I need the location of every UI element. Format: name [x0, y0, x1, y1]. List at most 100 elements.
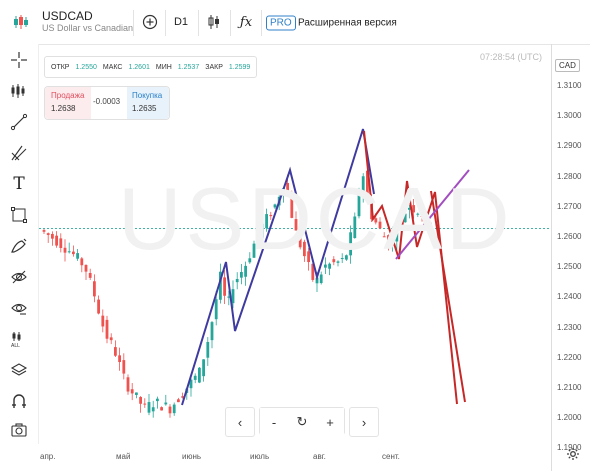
symbol-description: US Dollar vs Canadian [42, 23, 134, 33]
delete-all-icon[interactable]: ALL [9, 329, 29, 349]
candle-body [206, 341, 210, 358]
candle-body [366, 170, 369, 197]
candle-body [286, 182, 289, 193]
hide-drawings-icon[interactable] [9, 267, 29, 287]
candle-body [261, 223, 264, 238]
zoom-out-button[interactable]: - [260, 408, 288, 436]
candle-body [93, 281, 96, 297]
candle-body [429, 222, 432, 226]
function-icon[interactable]: ƒx [239, 14, 253, 30]
candle-body [55, 235, 58, 246]
text-icon[interactable]: T [13, 174, 25, 194]
high-value: 1.2601 [128, 63, 150, 71]
chart-watermark: USDCAD [118, 169, 514, 268]
projection-line-secondary [430, 190, 466, 403]
candle-body [269, 215, 273, 217]
ohlc-legend: ОТКР 1.2550 МАКС 1.2601 МИН 1.2537 ЗАКР 1.25… [44, 56, 258, 78]
candle-body [340, 258, 344, 260]
candle-body [336, 261, 340, 263]
open-value: 1.2550 [75, 63, 97, 71]
candle-body [408, 207, 411, 210]
candle-body [114, 347, 117, 356]
time-tick-label: июль [250, 452, 270, 461]
time-tick-label: май [116, 452, 131, 461]
extended-version-link[interactable]: Расширенная версия [298, 17, 397, 29]
price-tick-label: 1.2000 [557, 413, 582, 423]
candle-body [42, 230, 46, 232]
time-tick-label: сент. [382, 452, 400, 461]
price-chart[interactable] [39, 44, 551, 444]
price-tick-label: 1.2100 [557, 383, 582, 392]
chart-navigation: ‹ - ↻ + › [225, 407, 379, 437]
layers-icon[interactable] [9, 360, 29, 380]
settings-icon[interactable] [566, 447, 580, 466]
candle-body [130, 389, 134, 394]
candle-body [328, 263, 331, 269]
price-tick-label: 1.3000 [557, 111, 582, 121]
price-axis[interactable] [551, 44, 590, 471]
sell-button[interactable]: Продажа 1.2638 [45, 87, 91, 119]
reset-zoom-button[interactable]: ↻ [288, 408, 316, 436]
candle-body [248, 258, 252, 263]
visibility-icon[interactable] [9, 298, 29, 318]
candle-body [51, 233, 54, 239]
add-icon[interactable] [138, 0, 162, 44]
candle-body [193, 375, 197, 380]
candle-body [143, 403, 147, 405]
fib-icon[interactable] [9, 143, 29, 163]
currency-tag: CAD [555, 59, 580, 72]
time-tick-label: авг. [313, 452, 326, 461]
candle-body [294, 219, 298, 231]
screenshot-icon[interactable] [9, 420, 29, 440]
sell-label: Продажа [51, 91, 85, 100]
price-tick-label: 1.2300 [557, 322, 582, 332]
symbol-name[interactable]: USDCAD [42, 9, 93, 23]
candle-body [244, 265, 247, 277]
candle-body [298, 232, 302, 248]
price-tick-label: 1.2200 [557, 352, 582, 362]
sell-price: 1.2638 [51, 104, 76, 113]
low-label: МИН [155, 63, 172, 71]
time-tick-label: апр. [40, 452, 56, 461]
svg-text:ALL: ALL [11, 343, 20, 348]
candle-body [353, 216, 357, 238]
candle-body [214, 299, 218, 320]
candle-body [395, 232, 399, 242]
zoom-in-button[interactable]: + [316, 408, 344, 436]
candle-body [177, 399, 180, 403]
candle-body [227, 296, 231, 298]
wave-pattern-line [181, 128, 375, 406]
candle-body [172, 404, 176, 414]
close-value: 1.2599 [228, 63, 251, 71]
candle-type-icon[interactable] [202, 0, 226, 44]
candle-body [420, 215, 424, 217]
indicators-icon[interactable] [9, 81, 29, 101]
close-label: ЗАКР [205, 63, 223, 71]
rectangle-icon[interactable] [9, 205, 29, 225]
price-tick-label: 1.2400 [557, 292, 582, 302]
crosshair-icon[interactable] [9, 50, 29, 70]
candle-body [399, 213, 403, 222]
candle-body [198, 367, 201, 383]
buy-label: Покупка [132, 91, 163, 100]
brush-icon[interactable] [9, 236, 29, 256]
candle-body [80, 258, 84, 266]
pro-badge[interactable]: PRO [266, 15, 296, 31]
candle-body [235, 278, 239, 283]
trendline-icon[interactable] [9, 112, 29, 132]
candle-body [126, 377, 130, 392]
candle-body [361, 176, 365, 194]
candle-body [412, 205, 415, 213]
buy-button[interactable]: Покупка 1.2635 [127, 87, 169, 119]
scroll-right-button[interactable]: › [349, 407, 379, 437]
scroll-left-button[interactable]: ‹ [225, 407, 255, 437]
timeframe-button[interactable]: D1 [173, 16, 189, 28]
candle-body [324, 264, 327, 268]
candle-body [109, 337, 113, 341]
candle-body [210, 322, 214, 341]
candle-body [315, 277, 319, 284]
price-tick-label: 1.2600 [557, 232, 582, 241]
candle-body [311, 263, 315, 280]
magnet-icon[interactable] [9, 391, 29, 411]
candle-body [97, 299, 100, 314]
